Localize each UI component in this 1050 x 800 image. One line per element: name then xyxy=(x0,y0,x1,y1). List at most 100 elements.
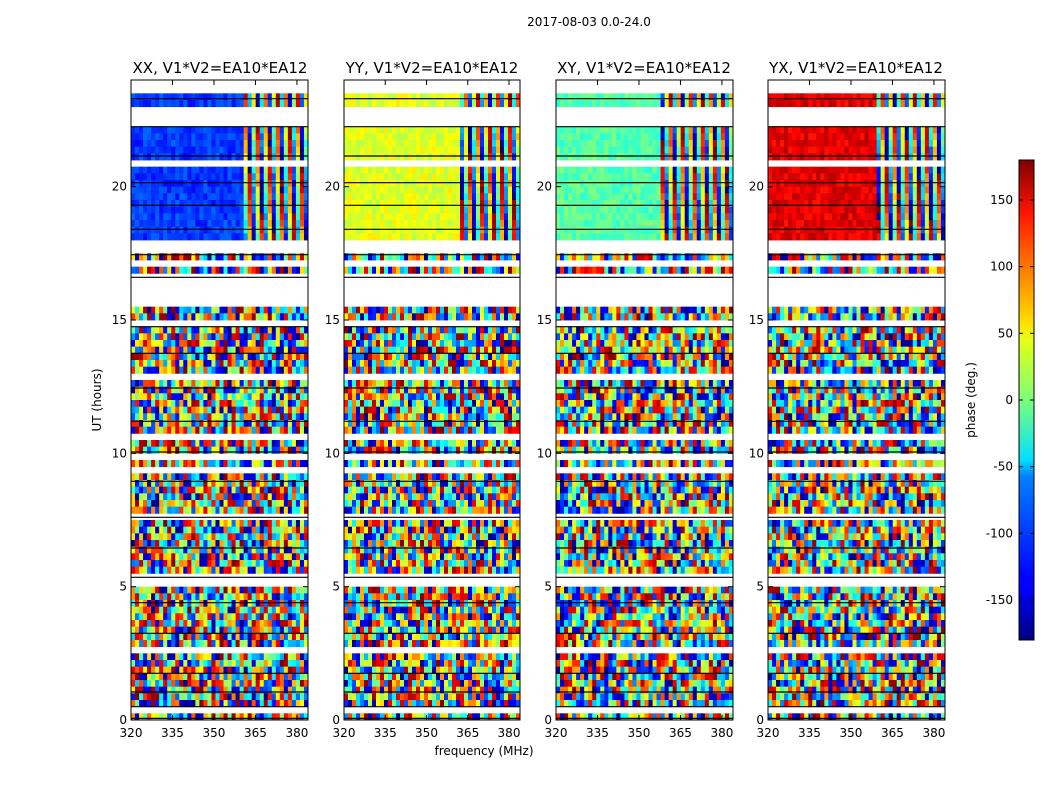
phase-cell xyxy=(488,380,493,388)
phase-cell xyxy=(167,380,172,388)
phase-cell xyxy=(147,180,152,188)
phase-cell xyxy=(267,206,273,214)
phase-cell xyxy=(516,420,521,428)
phase-cell xyxy=(175,620,180,628)
phase-cell xyxy=(364,253,369,261)
phase-cell xyxy=(247,360,253,368)
phase-cell xyxy=(303,686,309,694)
phase-cell xyxy=(344,100,349,108)
phase-cell xyxy=(135,533,140,541)
phase-cell xyxy=(372,180,377,188)
phase-cell xyxy=(504,346,509,354)
phase-cell xyxy=(231,660,236,668)
phase-cell xyxy=(456,306,461,314)
phase-cell xyxy=(384,380,389,388)
phase-cell xyxy=(155,660,160,668)
phase-cell xyxy=(235,213,241,221)
phase-cell xyxy=(187,220,192,228)
phase-cell xyxy=(476,460,481,468)
phase-cell xyxy=(207,506,212,514)
phase-cell xyxy=(303,413,309,421)
phase-cell xyxy=(271,333,277,341)
phase-cell xyxy=(175,193,180,201)
phase-cell xyxy=(516,226,521,234)
phase-cell xyxy=(187,133,192,141)
phase-cell xyxy=(235,553,241,561)
phase-cell xyxy=(279,633,285,641)
phase-cell xyxy=(263,426,269,434)
phase-cell xyxy=(215,153,220,161)
phase-cell xyxy=(344,380,349,388)
phase-cell xyxy=(231,486,236,494)
phase-cell xyxy=(352,146,357,154)
phase-cell xyxy=(456,393,461,401)
phase-cell xyxy=(424,180,429,188)
phase-cell xyxy=(267,193,273,201)
phase-cell xyxy=(187,613,192,621)
phase-cell xyxy=(496,400,501,408)
phase-cell xyxy=(255,206,261,214)
phase-cell xyxy=(151,366,156,374)
phase-cell xyxy=(171,420,176,428)
phase-cell xyxy=(460,146,465,154)
phase-cell xyxy=(504,386,509,394)
phase-cell xyxy=(263,660,269,668)
phase-cell xyxy=(231,713,236,721)
phase-cell xyxy=(444,226,449,234)
phase-cell xyxy=(299,593,305,601)
phase-cell xyxy=(151,686,156,694)
phase-cell xyxy=(215,100,220,108)
phase-cell xyxy=(396,366,401,374)
phase-cell xyxy=(211,440,216,448)
phase-cell xyxy=(408,133,413,141)
phase-cell xyxy=(267,360,273,368)
phase-cell xyxy=(171,400,176,408)
phase-cell xyxy=(428,406,433,414)
phase-cell xyxy=(179,393,184,401)
phase-cell xyxy=(155,180,160,188)
phase-cell xyxy=(480,173,485,181)
phase-cell xyxy=(388,126,393,134)
phase-cell xyxy=(400,420,405,428)
phase-cell xyxy=(271,193,277,201)
phase-cell xyxy=(203,100,208,108)
phase-cell xyxy=(299,193,305,201)
phase-cell xyxy=(472,206,477,214)
phase-cell xyxy=(428,400,433,408)
phase-cell xyxy=(464,386,469,394)
phase-cell xyxy=(223,366,228,374)
phase-cell xyxy=(516,140,521,148)
phase-cell xyxy=(504,140,509,148)
phase-cell xyxy=(508,220,513,228)
phase-cell xyxy=(420,100,425,108)
phase-cell xyxy=(143,613,148,621)
phase-cell xyxy=(295,506,301,514)
phase-cell xyxy=(508,360,513,368)
phase-cell xyxy=(380,253,385,261)
phase-cell xyxy=(179,440,184,448)
phase-cell xyxy=(195,546,200,554)
phase-cell xyxy=(279,380,285,388)
phase-cell xyxy=(151,493,156,501)
phase-cell xyxy=(139,526,144,534)
phase-cell xyxy=(275,213,281,221)
phase-cell xyxy=(151,186,156,194)
phase-cell xyxy=(372,153,377,161)
phase-cell xyxy=(219,653,224,661)
phase-cell xyxy=(227,360,232,368)
phase-cell xyxy=(143,660,148,668)
phase-cell xyxy=(191,566,196,574)
phase-cell xyxy=(183,306,188,314)
phase-cell xyxy=(179,680,184,688)
phase-cell xyxy=(303,446,309,454)
phase-cell xyxy=(147,506,152,514)
phase-cell xyxy=(155,493,160,501)
phase-cell xyxy=(211,220,216,228)
phase-cell xyxy=(215,686,220,694)
phase-cell xyxy=(239,673,245,681)
phase-cell xyxy=(492,253,497,261)
phase-cell xyxy=(291,546,297,554)
phase-cell xyxy=(199,633,204,641)
phase-cell xyxy=(460,353,465,361)
phase-cell xyxy=(388,213,393,221)
